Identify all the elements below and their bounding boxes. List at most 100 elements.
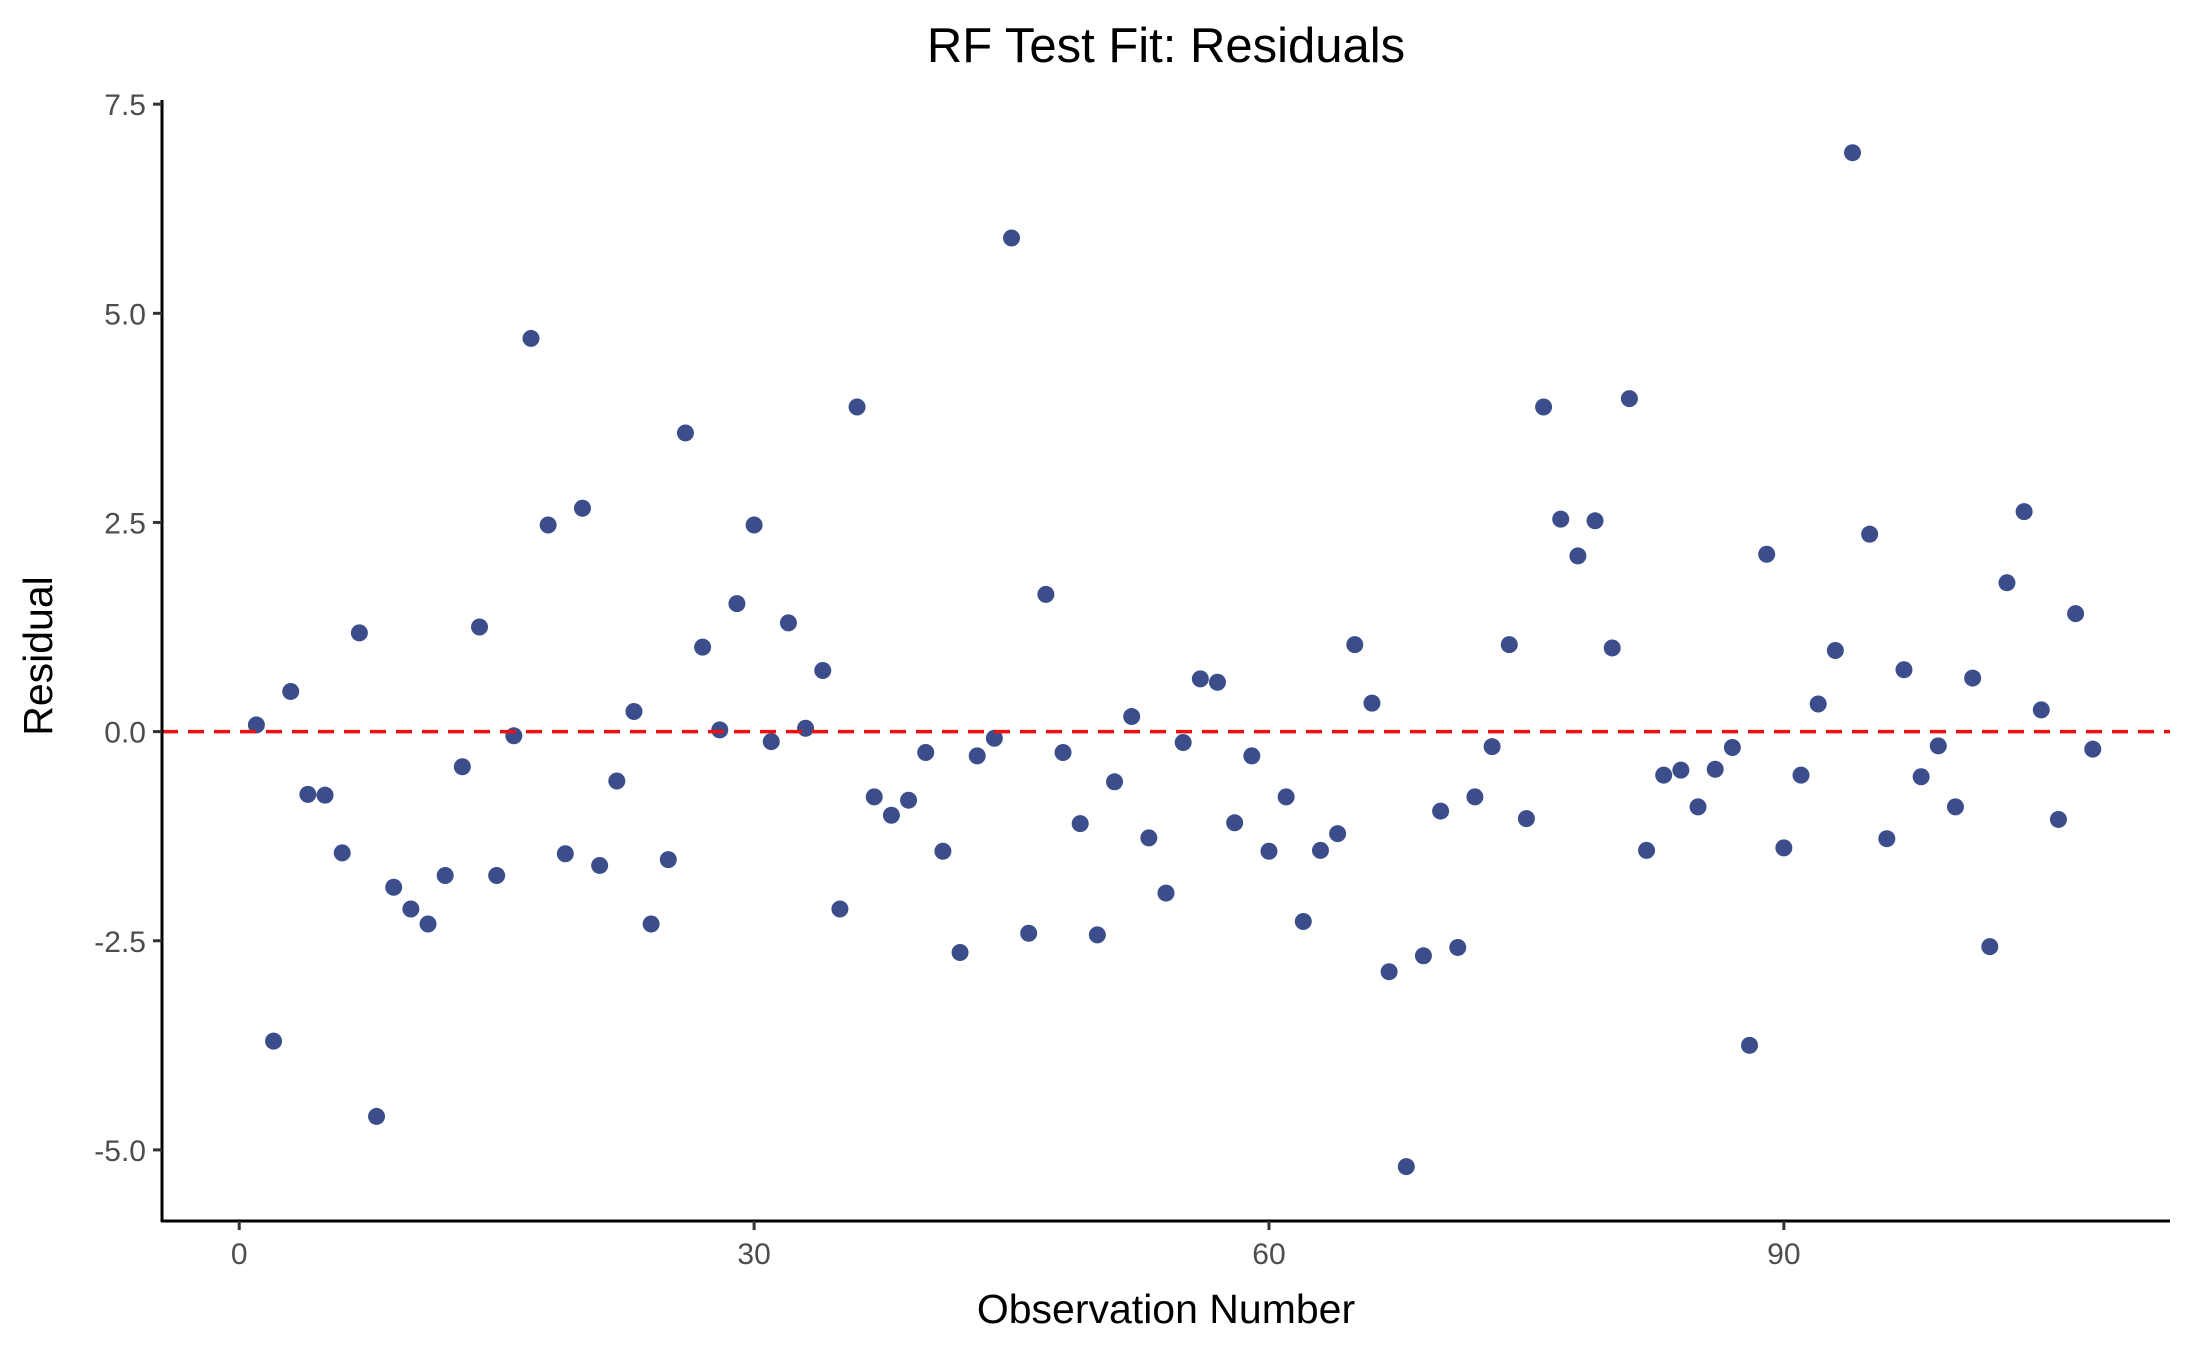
data-point [1775, 839, 1793, 857]
data-point [265, 1032, 283, 1050]
chart-title: RF Test Fit: Residuals [927, 19, 1405, 73]
data-point [368, 1107, 386, 1125]
data-point [1466, 788, 1484, 806]
y-axis-ticks: -5.0 -2.5 0.0 2.5 5.0 7.5 [94, 89, 162, 1168]
data-point [968, 747, 986, 765]
data-point [1981, 938, 1999, 956]
data-point [1535, 398, 1553, 416]
data-point [625, 703, 643, 721]
data-point [1003, 229, 1021, 247]
data-point [1552, 510, 1570, 528]
data-point [1329, 825, 1347, 843]
data-point [1037, 585, 1055, 603]
data-point [1809, 695, 1827, 713]
data-point [1861, 525, 1879, 543]
data-point [1929, 737, 1947, 755]
data-point [1895, 661, 1913, 679]
data-point [797, 719, 815, 737]
data-point [1483, 738, 1501, 756]
data-point [1586, 512, 1604, 530]
data-point [1243, 747, 1261, 765]
x-axis-ticks: 0 30 60 90 [231, 1221, 1801, 1271]
data-point [591, 856, 609, 874]
data-point [1432, 802, 1450, 820]
data-point [1397, 1158, 1415, 1176]
data-point [556, 845, 574, 863]
x-tick-label: 90 [1767, 1238, 1800, 1271]
data-point [522, 329, 540, 347]
data-point [1208, 673, 1226, 691]
data-points [247, 144, 2102, 1176]
data-point [1260, 842, 1278, 860]
data-point [1741, 1036, 1759, 1054]
data-point [1106, 773, 1124, 791]
data-point [1311, 841, 1329, 859]
data-point [539, 516, 557, 534]
data-point [1723, 739, 1741, 757]
data-point [608, 772, 626, 790]
data-point [1123, 708, 1141, 726]
data-point [1946, 798, 1964, 816]
data-point [1020, 924, 1038, 942]
data-point [1088, 926, 1106, 944]
data-point [1878, 830, 1896, 848]
data-point [1638, 841, 1656, 859]
x-tick-label: 30 [737, 1238, 770, 1271]
data-point [2049, 810, 2067, 828]
data-point [1157, 884, 1175, 902]
data-point [934, 842, 952, 860]
data-point [1414, 947, 1432, 965]
data-point [2015, 503, 2033, 521]
data-point [951, 943, 969, 961]
data-point [676, 424, 694, 442]
data-point [659, 851, 677, 869]
data-point [316, 786, 334, 804]
y-tick-label: 5.0 [104, 298, 146, 331]
data-point [2032, 701, 2050, 719]
data-point [436, 866, 454, 884]
data-point [1054, 744, 1072, 762]
data-point [247, 716, 265, 734]
data-point [1191, 670, 1209, 688]
data-point [299, 785, 317, 803]
data-point [1500, 636, 1518, 654]
data-point [694, 638, 712, 656]
data-point [1843, 144, 1861, 162]
data-point [865, 788, 883, 806]
data-point [917, 744, 935, 762]
data-point [402, 900, 420, 918]
data-point [1517, 810, 1535, 828]
x-tick-label: 60 [1252, 1238, 1285, 1271]
data-point [1346, 636, 1364, 654]
data-point [1449, 938, 1467, 956]
data-point [1964, 669, 1982, 687]
data-point [2084, 740, 2102, 758]
data-point [471, 618, 489, 636]
data-point [1792, 766, 1810, 784]
data-point [745, 516, 763, 534]
data-point [1363, 694, 1381, 712]
data-point [419, 915, 437, 933]
data-point [1174, 733, 1192, 751]
y-axis-title: Residual [15, 576, 61, 736]
data-point [1294, 913, 1312, 931]
y-tick-label: 7.5 [104, 89, 146, 122]
data-point [1226, 814, 1244, 832]
data-point [762, 733, 780, 751]
data-point [1655, 766, 1673, 784]
data-point [2067, 605, 2085, 623]
x-axis-title: Observation Number [977, 1286, 1355, 1332]
y-tick-label: -2.5 [94, 926, 146, 959]
data-point [453, 758, 471, 776]
data-point [882, 806, 900, 824]
data-point [488, 866, 506, 884]
data-point [1998, 574, 2016, 592]
data-point [985, 729, 1003, 747]
data-point [1912, 768, 1930, 786]
data-point [505, 727, 523, 745]
data-point [1706, 760, 1724, 778]
data-point [848, 398, 866, 416]
data-point [642, 915, 660, 933]
data-point [779, 614, 797, 632]
